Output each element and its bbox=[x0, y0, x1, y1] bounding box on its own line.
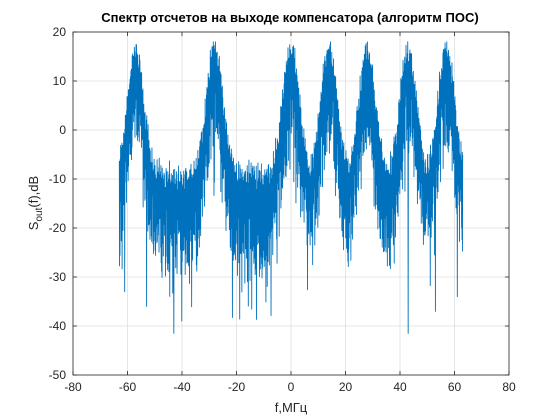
x-tick-label: 60 bbox=[448, 380, 462, 394]
y-tick-label: 10 bbox=[53, 74, 67, 88]
y-tick-label: 0 bbox=[59, 123, 66, 137]
x-tick-label: -80 bbox=[64, 380, 82, 394]
y-tick-label: -30 bbox=[49, 270, 67, 284]
y-axis-label-sub: out bbox=[34, 207, 45, 221]
x-tick-label: -20 bbox=[228, 380, 246, 394]
y-tick-label: 20 bbox=[53, 25, 67, 39]
y-tick-label: -10 bbox=[49, 172, 67, 186]
x-tick-label: -60 bbox=[119, 380, 137, 394]
y-axis-label: Sout(f),dB bbox=[26, 176, 45, 230]
x-tick-label: 80 bbox=[502, 380, 516, 394]
x-axis-label: f,МГц bbox=[275, 400, 308, 415]
y-tick-label: -50 bbox=[49, 368, 67, 382]
x-tick-label: 40 bbox=[393, 380, 407, 394]
ticks: -80 -60 -40 -20 0 20 40 60 80 -50 -40 -30 -20 -10 0 10 2… bbox=[49, 25, 516, 394]
spectrum-series-line bbox=[118, 41, 464, 334]
y-tick-label: -20 bbox=[49, 221, 67, 235]
y-axis-label-rest: (f),dB bbox=[26, 176, 41, 208]
x-tick-label: 0 bbox=[288, 380, 295, 394]
y-axis-label-base: S bbox=[26, 221, 41, 230]
x-tick-label: 20 bbox=[339, 380, 353, 394]
y-tick-label: -40 bbox=[49, 319, 67, 333]
x-tick-label: -40 bbox=[173, 380, 191, 394]
chart-title: Спектр отсчетов на выходе компенсатора (… bbox=[101, 10, 478, 25]
series-group bbox=[118, 41, 464, 334]
